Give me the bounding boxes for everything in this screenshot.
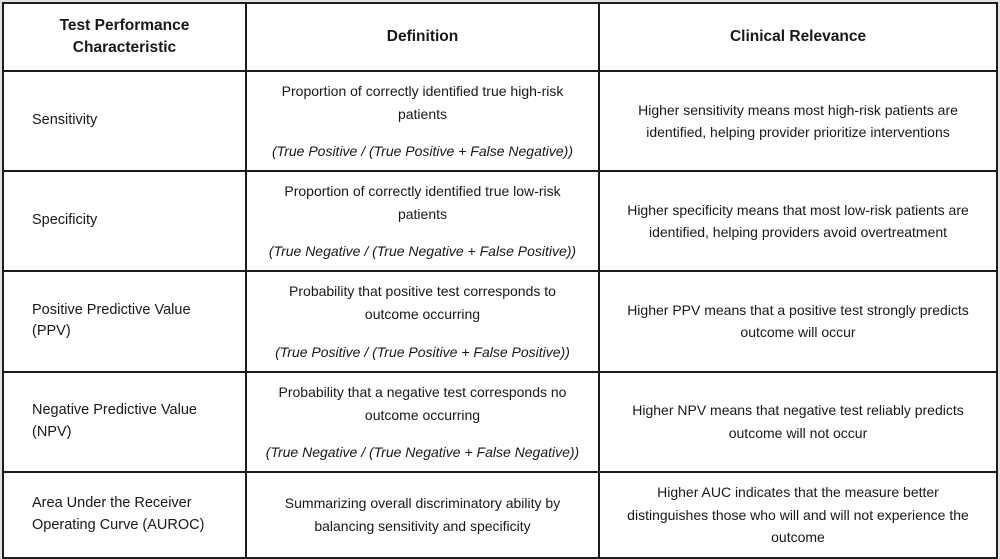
header-characteristic: Test Performance Characteristic [2, 2, 247, 72]
header-clinical-relevance: Clinical Relevance [598, 2, 998, 72]
cell-relevance: Higher PPV means that a positive test st… [598, 270, 998, 373]
header-row: Test Performance Characteristic Definiti… [2, 2, 998, 72]
formula-text: (True Positive / (True Positive + False … [275, 343, 570, 360]
definition-text: Probability that a negative test corresp… [278, 383, 567, 423]
cell-definition: Summarizing overall discriminatory abili… [245, 470, 600, 559]
cell-characteristic: Area Under the Receiver Operating Curve … [2, 470, 247, 559]
table-row-auroc: Area Under the Receiver Operating Curve … [2, 470, 998, 559]
formula-text: (True Positive / (True Positive + False … [272, 143, 573, 160]
cell-relevance: Higher sensitivity means most high-risk … [598, 69, 998, 173]
cell-characteristic: Specificity [2, 170, 247, 273]
header-definition: Definition [245, 2, 600, 72]
cell-characteristic: Sensitivity [2, 69, 247, 173]
formula-text: (True Negative / (True Negative + False … [265, 443, 580, 460]
cell-relevance: Higher AUC indicates that the measure be… [598, 470, 998, 559]
table-row-npv: Negative Predictive Value (NPV) Probabil… [2, 370, 998, 473]
cell-definition: Proportion of correctly identified true … [245, 170, 600, 273]
cell-definition: Proportion of correctly identified true … [245, 69, 600, 173]
cell-characteristic: Negative Predictive Value (NPV) [2, 370, 247, 473]
cell-relevance: Higher specificity means that most low-r… [598, 170, 998, 273]
definition-text: Summarizing overall discriminatory abili… [284, 494, 561, 534]
cell-characteristic: Positive Predictive Value (PPV) [2, 270, 247, 373]
cell-definition: Probability that a negative test corresp… [245, 370, 600, 473]
cell-relevance: Higher NPV means that negative test reli… [598, 370, 998, 473]
definition-text: Proportion of correctly identified true … [281, 83, 564, 123]
definition-text: Proportion of correctly identified true … [284, 183, 561, 223]
definition-text: Probability that positive test correspon… [289, 283, 556, 323]
table-row-ppv: Positive Predictive Value (PPV) Probabil… [2, 270, 998, 373]
table-row-specificity: Specificity Proportion of correctly iden… [2, 170, 998, 273]
table-row-sensitivity: Sensitivity Proportion of correctly iden… [2, 69, 998, 173]
formula-text: (True Negative / (True Negative + False … [268, 243, 577, 260]
cell-definition: Probability that positive test correspon… [245, 270, 600, 373]
